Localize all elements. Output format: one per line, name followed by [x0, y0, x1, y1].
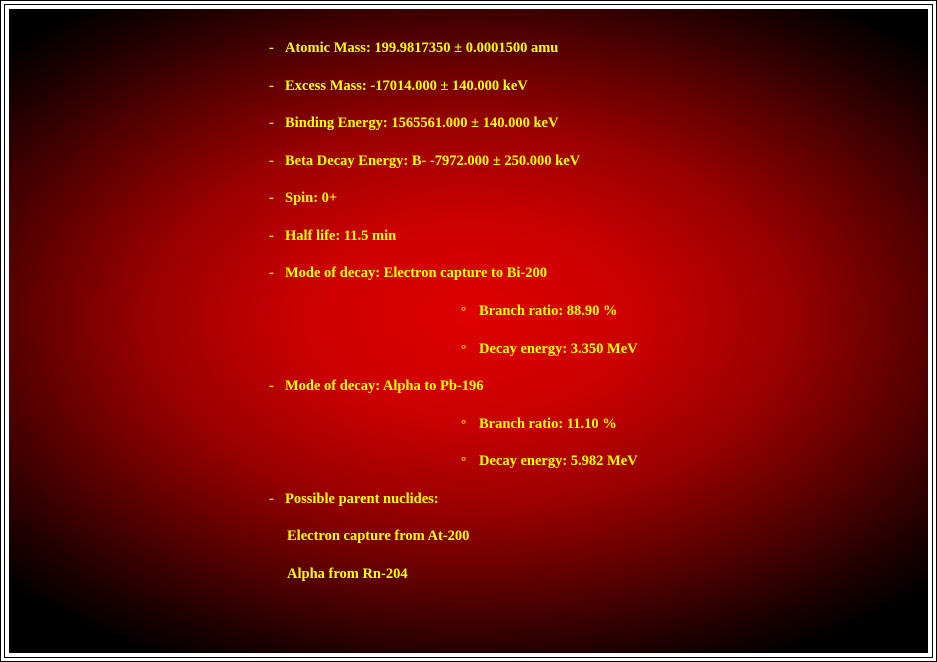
degree-icon: ° — [461, 415, 479, 435]
parent-nuclides-block: Electron capture from At-200 Alpha from … — [287, 527, 928, 584]
atomic-mass-text: Atomic Mass: 199.9817350 ± 0.0001500 amu — [285, 39, 558, 59]
sub-list-item: ° Decay energy: 5.982 MeV — [461, 452, 928, 472]
mid-frame: - Atomic Mass: 199.9817350 ± 0.0001500 a… — [4, 4, 933, 658]
sub-list-item: ° Branch ratio: 11.10 % — [461, 415, 928, 435]
dash-icon: - — [269, 264, 285, 284]
alpha-energy-text: Decay energy: 5.982 MeV — [479, 452, 638, 472]
parent-alpha-text: Alpha from Rn-204 — [287, 565, 928, 585]
list-item: - Excess Mass: -17014.000 ± 140.000 keV — [269, 77, 928, 97]
list-item: - Mode of decay: Alpha to Pb-196 — [269, 377, 928, 397]
degree-icon: ° — [461, 302, 479, 322]
degree-icon: ° — [461, 452, 479, 472]
list-item: - Mode of decay: Electron capture to Bi-… — [269, 264, 928, 284]
alpha-branch-text: Branch ratio: 11.10 % — [479, 415, 617, 435]
dash-icon: - — [269, 227, 285, 247]
dash-icon: - — [269, 39, 285, 59]
ec-branch-text: Branch ratio: 88.90 % — [479, 302, 618, 322]
list-item: - Half life: 11.5 min — [269, 227, 928, 247]
dash-icon: - — [269, 114, 285, 134]
mode-alpha-text: Mode of decay: Alpha to Pb-196 — [285, 377, 484, 397]
degree-icon: ° — [461, 340, 479, 360]
content-panel: - Atomic Mass: 199.9817350 ± 0.0001500 a… — [9, 9, 928, 653]
parent-header-text: Possible parent nuclides: — [285, 490, 439, 510]
list-item: - Binding Energy: 1565561.000 ± 140.000 … — [269, 114, 928, 134]
spin-text: Spin: 0+ — [285, 189, 337, 209]
binding-energy-text: Binding Energy: 1565561.000 ± 140.000 ke… — [285, 114, 558, 134]
mode-ec-text: Mode of decay: Electron capture to Bi-20… — [285, 264, 547, 284]
ec-sublist: ° Branch ratio: 88.90 % ° Decay energy: … — [461, 302, 928, 359]
dash-icon: - — [269, 377, 285, 397]
dash-icon: - — [269, 189, 285, 209]
sub-list-item: ° Decay energy: 3.350 MeV — [461, 340, 928, 360]
dash-icon: - — [269, 490, 285, 510]
list-item: - Spin: 0+ — [269, 189, 928, 209]
list-item: - Atomic Mass: 199.9817350 ± 0.0001500 a… — [269, 39, 928, 59]
parent-ec-text: Electron capture from At-200 — [287, 527, 928, 547]
list-item: - Beta Decay Energy: B- -7972.000 ± 250.… — [269, 152, 928, 172]
alpha-sublist: ° Branch ratio: 11.10 % ° Decay energy: … — [461, 415, 928, 472]
excess-mass-text: Excess Mass: -17014.000 ± 140.000 keV — [285, 77, 528, 97]
ec-energy-text: Decay energy: 3.350 MeV — [479, 340, 638, 360]
beta-decay-text: Beta Decay Energy: B- -7972.000 ± 250.00… — [285, 152, 580, 172]
dash-icon: - — [269, 152, 285, 172]
half-life-text: Half life: 11.5 min — [285, 227, 396, 247]
sub-list-item: ° Branch ratio: 88.90 % — [461, 302, 928, 322]
dash-icon: - — [269, 77, 285, 97]
outer-frame: - Atomic Mass: 199.9817350 ± 0.0001500 a… — [0, 0, 937, 662]
list-item: - Possible parent nuclides: — [269, 490, 928, 510]
nuclide-data-list: - Atomic Mass: 199.9817350 ± 0.0001500 a… — [269, 39, 928, 584]
